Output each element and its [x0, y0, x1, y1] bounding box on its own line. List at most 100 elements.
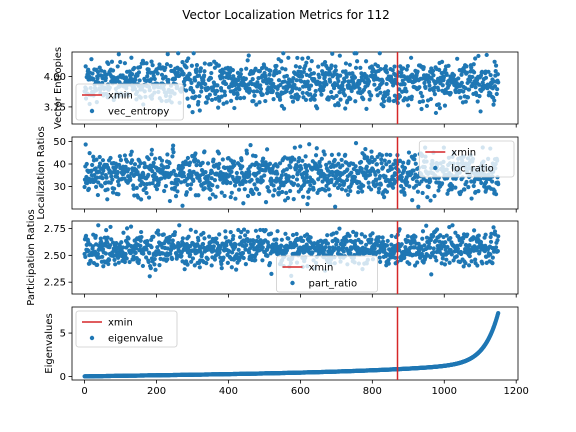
data-point	[375, 93, 380, 98]
data-point	[167, 198, 173, 204]
data-point	[370, 231, 375, 236]
data-point	[294, 165, 299, 170]
data-point	[325, 66, 330, 71]
data-point	[405, 63, 410, 69]
data-point	[397, 94, 403, 99]
data-point	[413, 161, 418, 166]
data-point	[252, 182, 257, 187]
legend-marker-swatch	[290, 280, 295, 286]
data-point	[197, 265, 202, 270]
data-point	[400, 178, 405, 183]
data-point	[282, 79, 287, 84]
data-point	[402, 82, 407, 87]
data-point	[386, 257, 391, 263]
data-point	[260, 178, 265, 183]
data-point	[465, 95, 471, 100]
data-point	[234, 86, 239, 92]
data-point	[442, 103, 448, 108]
data-point	[443, 240, 448, 245]
data-point	[149, 245, 154, 250]
data-point	[265, 253, 270, 258]
legend-box	[418, 140, 515, 178]
data-point	[463, 261, 468, 266]
data-point	[382, 195, 387, 200]
data-point	[374, 178, 379, 183]
data-point	[108, 243, 113, 248]
data-point	[300, 56, 305, 61]
data-point	[438, 233, 443, 238]
data-point	[372, 157, 377, 163]
data-point	[419, 106, 424, 112]
data-point	[232, 183, 238, 188]
data-point	[251, 99, 256, 104]
data-point	[429, 272, 434, 277]
legend-marker-swatch	[89, 108, 95, 114]
data-point	[238, 72, 243, 77]
data-point	[151, 234, 156, 239]
data-point	[217, 161, 222, 166]
data-point	[347, 233, 352, 238]
data-point	[147, 274, 152, 279]
data-point	[444, 257, 449, 262]
data-point	[227, 172, 232, 177]
data-point	[138, 161, 143, 166]
data-point	[217, 232, 222, 237]
data-point	[131, 186, 136, 191]
data-point	[366, 79, 372, 84]
data-point	[377, 51, 382, 56]
data-point	[415, 69, 420, 74]
data-point	[176, 178, 181, 183]
data-point	[180, 59, 185, 65]
data-point	[333, 64, 338, 69]
data-point	[155, 71, 160, 76]
data-point	[168, 251, 173, 256]
data-point	[230, 68, 235, 73]
data-point	[179, 253, 184, 258]
data-point	[449, 252, 454, 257]
legend-marker-swatch	[89, 335, 95, 341]
data-point	[488, 91, 493, 96]
data-point	[197, 178, 202, 183]
data-point	[389, 166, 395, 171]
data-point	[189, 182, 194, 187]
data-point	[369, 237, 374, 242]
data-point	[172, 76, 178, 82]
data-point	[112, 257, 117, 262]
data-point	[436, 188, 441, 193]
data-point	[348, 188, 353, 194]
data-point	[479, 180, 484, 186]
data-point	[178, 180, 184, 185]
data-point	[376, 239, 381, 244]
data-point	[95, 69, 101, 75]
data-point	[193, 151, 198, 156]
data-point	[303, 63, 308, 69]
data-point	[94, 157, 99, 162]
data-point	[239, 67, 244, 72]
data-point	[348, 96, 353, 101]
data-point	[116, 260, 121, 265]
data-point	[300, 158, 305, 163]
data-point	[182, 267, 187, 272]
data-point	[308, 83, 314, 88]
data-point	[352, 75, 358, 80]
data-point	[129, 149, 134, 154]
data-point	[194, 67, 199, 72]
data-point	[220, 157, 225, 162]
data-point	[402, 165, 408, 171]
data-point	[493, 63, 499, 68]
data-point	[439, 181, 445, 186]
data-point	[104, 72, 109, 77]
data-point	[161, 232, 166, 237]
data-point	[138, 243, 143, 248]
data-point	[172, 185, 178, 190]
data-point	[378, 259, 383, 265]
data-point	[205, 161, 211, 166]
data-point	[133, 77, 138, 82]
data-point	[428, 198, 433, 203]
data-point	[418, 90, 423, 96]
data-point	[318, 164, 323, 169]
data-point	[290, 79, 295, 84]
data-point	[290, 86, 295, 91]
data-point	[407, 261, 412, 266]
data-point	[495, 87, 500, 92]
